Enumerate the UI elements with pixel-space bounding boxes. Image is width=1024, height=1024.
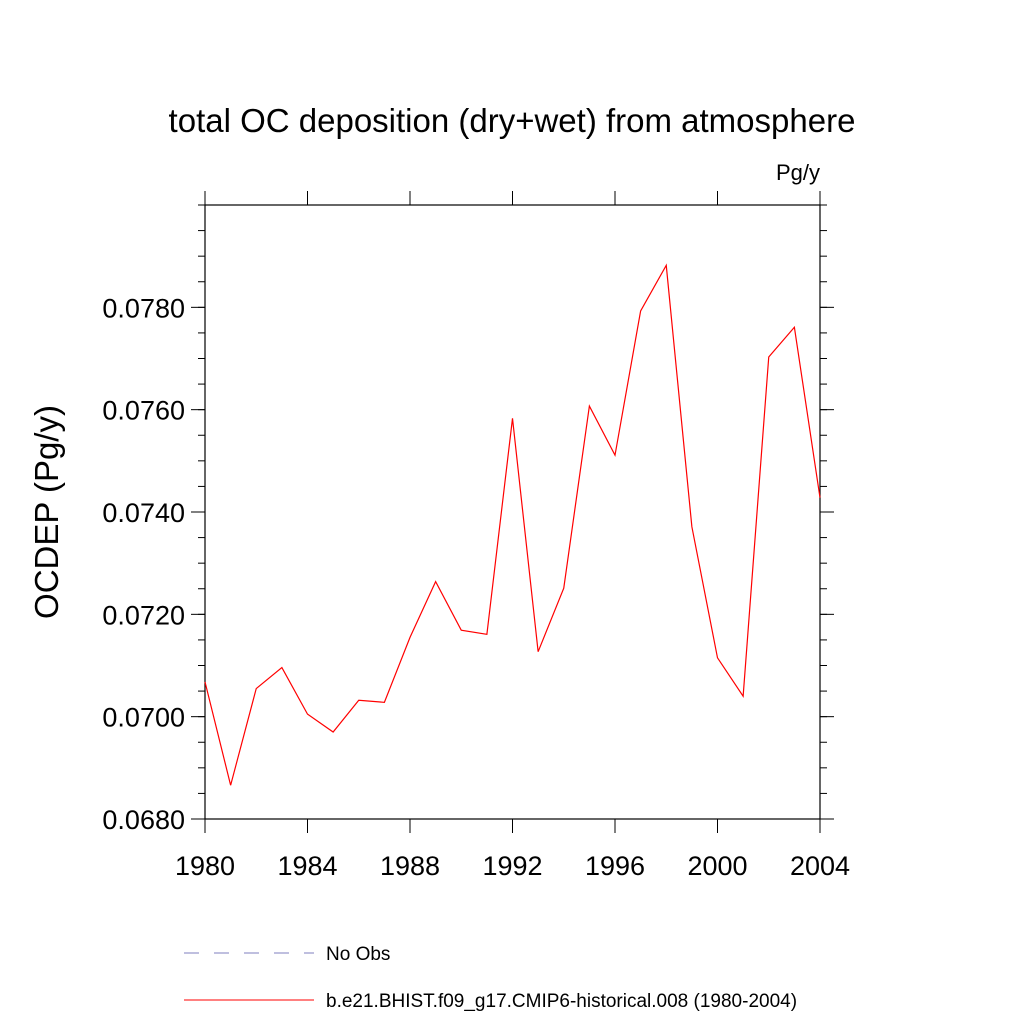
axis-ticks <box>191 191 834 833</box>
x-tick-label: 1996 <box>585 851 645 881</box>
data-series <box>204 263 821 786</box>
y-tick-label: 0.0700 <box>102 703 185 733</box>
axis-tick-labels: 1980 1984 1988 1992 1996 2000 2004 0.0680 0.0700… <box>102 293 850 881</box>
x-tick-label: 1988 <box>380 851 440 881</box>
x-tick-label: 2000 <box>687 851 747 881</box>
y-tick-label: 0.0780 <box>102 293 185 323</box>
y-tick-label: 0.0680 <box>102 805 185 835</box>
x-tick-label: 1992 <box>482 851 542 881</box>
x-tick-label: 1980 <box>175 851 235 881</box>
chart-title: total OC deposition (dry+wet) from atmos… <box>169 102 856 139</box>
series-line <box>204 263 821 786</box>
units-label: Pg/y <box>776 160 820 185</box>
x-tick-label: 1984 <box>277 851 337 881</box>
y-tick-label: 0.0760 <box>102 396 185 426</box>
y-tick-label: 0.0720 <box>102 600 185 630</box>
legend-label: No Obs <box>326 944 390 965</box>
legend-label: b.e21.BHIST.f09_g17.CMIP6-historical.008… <box>326 991 797 1012</box>
legend: No Obs b.e21.BHIST.f09_g17.CMIP6-historic… <box>184 944 797 1012</box>
y-tick-label: 0.0740 <box>102 498 185 528</box>
plot-frame <box>204 204 821 820</box>
x-tick-label: 2004 <box>790 851 850 881</box>
y-axis-label: OCDEP (Pg/y) <box>28 405 65 619</box>
